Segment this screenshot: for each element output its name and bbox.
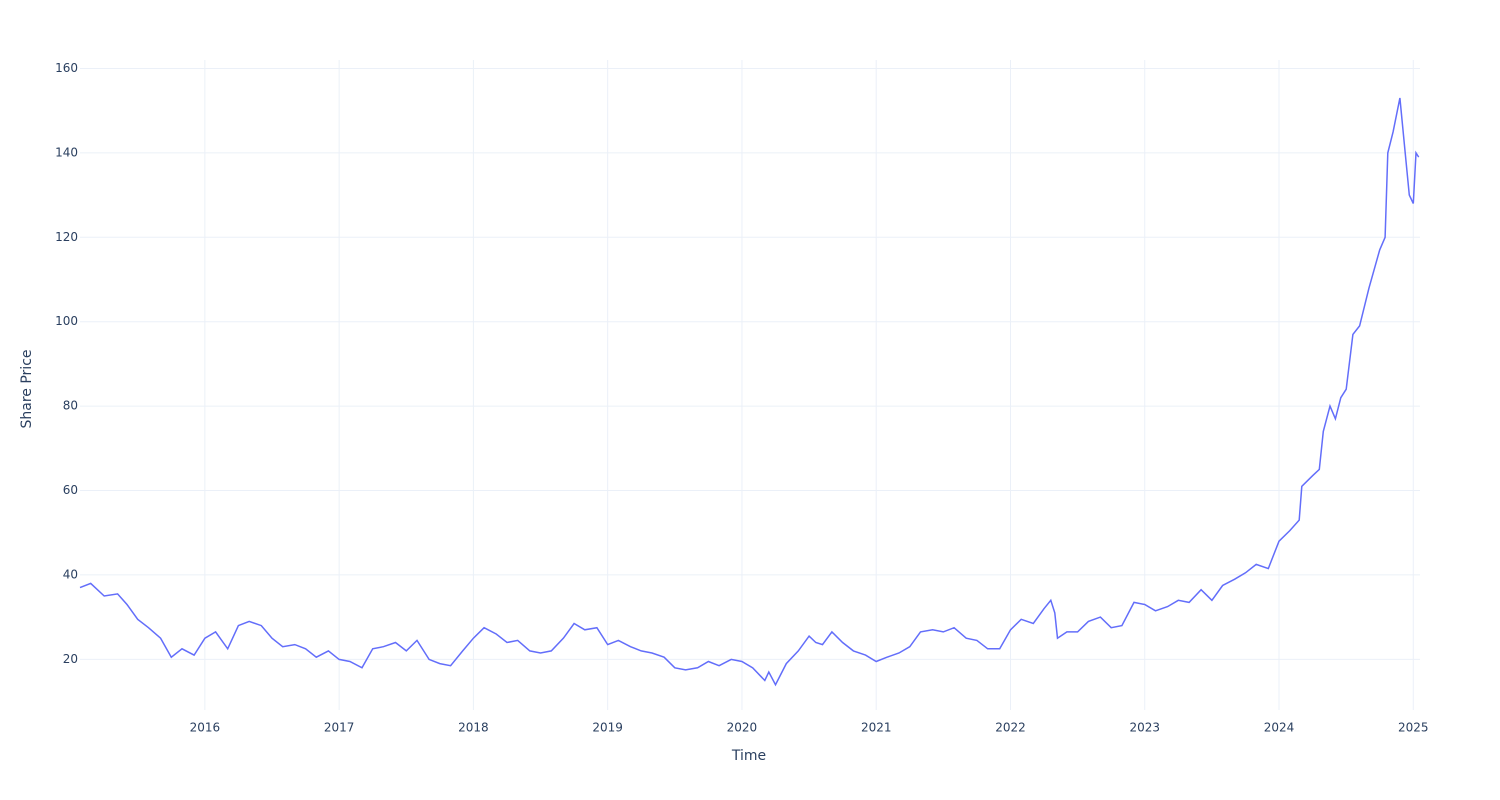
x-tick-label: 2016	[190, 721, 221, 735]
y-tick-label: 60	[63, 483, 78, 497]
y-axis-title: Share Price	[19, 349, 35, 428]
y-tick-label: 120	[55, 230, 78, 244]
y-tick-label: 160	[55, 61, 78, 75]
x-tick-label: 2023	[1129, 721, 1160, 735]
line	[79, 97, 1420, 687]
y-tick-label: 20	[63, 652, 78, 666]
x-tick-label: 2020	[727, 721, 758, 735]
y-tick-label: 140	[55, 145, 78, 159]
x-tick-label: 2018	[458, 721, 489, 735]
x-tick-label: 2022	[995, 721, 1026, 735]
x-tick-label: 2019	[592, 721, 623, 735]
x-tick-label: 2021	[861, 721, 892, 735]
x-tick-label: 2025	[1398, 721, 1429, 735]
x-axis-title: Time	[731, 748, 766, 764]
y-tick-label: 80	[63, 399, 78, 413]
x-tick-label: 2024	[1264, 721, 1295, 735]
x-tick-label: 2017	[324, 721, 355, 735]
y-tick-label: 100	[55, 314, 78, 328]
y-tick-label: 40	[63, 567, 78, 581]
